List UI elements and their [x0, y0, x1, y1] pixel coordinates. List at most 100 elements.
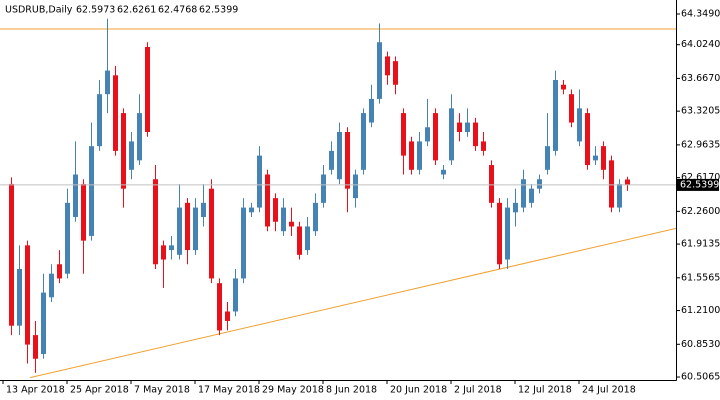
y-tick-label: 62.6170 — [681, 172, 720, 183]
candle-body — [585, 113, 590, 166]
candle-body — [9, 183, 14, 326]
candle-body — [377, 42, 382, 99]
candle-body — [33, 335, 38, 359]
candle-body — [513, 202, 518, 213]
candle-body — [17, 268, 22, 326]
candle-body — [385, 56, 390, 76]
candle-body — [545, 146, 550, 170]
candle-body — [449, 108, 454, 161]
candle-body — [441, 169, 446, 175]
x-tick-label: 12 Jul 2018 — [518, 385, 572, 396]
candle-body — [369, 98, 374, 123]
header: USDRUB,Daily 62.5973 62.6261 62.4768 62.… — [5, 5, 238, 16]
x-tick-label: 8 Jun 2018 — [326, 385, 377, 396]
candles — [9, 18, 630, 373]
candle-body — [241, 207, 246, 279]
header-low: 62.4768 — [158, 5, 197, 16]
candle-body — [185, 202, 190, 251]
candle-body — [337, 131, 342, 180]
candle-body — [225, 311, 230, 321]
x-tick-label: 13 Apr 2018 — [6, 385, 65, 396]
y-tick-label: 60.5065 — [681, 372, 720, 383]
candle-body — [265, 174, 270, 227]
x-tick-label: 20 Jun 2018 — [390, 385, 447, 396]
x-tick-label: 24 Jul 2018 — [582, 385, 636, 396]
candle-body — [73, 174, 78, 218]
candle-body — [217, 283, 222, 331]
header-high: 62.6261 — [117, 5, 156, 16]
y-tick-label: 62.9635 — [681, 139, 720, 150]
candle-body — [41, 292, 46, 355]
candle-body — [161, 245, 166, 260]
x-tick-label: 29 May 2018 — [262, 385, 324, 396]
candle-body — [249, 207, 254, 213]
candle-body — [321, 174, 326, 203]
candle-body — [305, 226, 310, 251]
candle-body — [529, 188, 534, 203]
y-tick-label: 61.2100 — [681, 305, 720, 316]
candle-body — [393, 61, 398, 85]
candle-body — [361, 113, 366, 170]
x-tick-label: 2 Jul 2018 — [454, 385, 502, 396]
candle-body — [497, 202, 502, 265]
candle-body — [465, 122, 470, 132]
candle-body — [105, 70, 110, 95]
candle-body — [297, 226, 302, 255]
candle-body — [177, 207, 182, 255]
candle-body — [601, 146, 606, 170]
candle-body — [25, 245, 30, 345]
candle-body — [593, 155, 598, 161]
candle-body — [345, 131, 350, 189]
candle-body — [137, 113, 142, 161]
candle-body — [433, 113, 438, 161]
candle-body — [233, 278, 238, 312]
candle-body — [353, 174, 358, 199]
candle-body — [425, 127, 430, 142]
x-tick-label: 7 May 2018 — [134, 385, 190, 396]
candle-body — [129, 141, 134, 170]
candle-body — [577, 108, 582, 142]
candle-body — [553, 80, 558, 151]
candle-body — [457, 122, 462, 132]
candle-body — [561, 84, 566, 90]
candle-body — [193, 207, 198, 251]
candle-body — [609, 160, 614, 208]
y-tick-label: 61.5565 — [681, 272, 720, 283]
candle-body — [97, 94, 102, 147]
candle-body — [209, 188, 214, 279]
y-tick-label: 64.3490 — [681, 8, 720, 19]
candle-body — [409, 141, 414, 170]
candle-body — [257, 155, 262, 208]
candle-body — [201, 202, 206, 218]
chart-title: USDRUB,Daily — [5, 5, 73, 16]
y-tick-label: 60.8530 — [681, 339, 720, 350]
candle-body — [417, 141, 422, 170]
candle-body — [81, 183, 86, 241]
candle-body — [57, 264, 62, 279]
candle-body — [281, 207, 286, 232]
trend-line — [29, 227, 677, 379]
candle-body — [505, 207, 510, 260]
candle-body — [289, 221, 294, 227]
header-close: 62.5399 — [199, 5, 238, 16]
candle-body — [113, 75, 118, 151]
candle-body — [521, 179, 526, 208]
y-tick-label: 63.6670 — [681, 73, 720, 84]
candle-body — [145, 46, 150, 132]
candle-body — [537, 179, 542, 189]
candle-body — [617, 183, 622, 208]
candle-body — [153, 179, 158, 265]
y-tick-label: 63.3205 — [681, 106, 720, 117]
header-open: 62.5973 — [76, 5, 115, 16]
y-tick-label: 64.0240 — [681, 39, 720, 50]
candle-body — [473, 122, 478, 147]
candle-body — [481, 141, 486, 151]
price-label-box — [677, 178, 719, 191]
price-label: 62.5399 — [680, 179, 719, 190]
candle-body — [65, 202, 70, 274]
candle-body — [121, 113, 126, 189]
candle-body — [169, 245, 174, 251]
y-tick-label: 62.2600 — [681, 206, 720, 217]
